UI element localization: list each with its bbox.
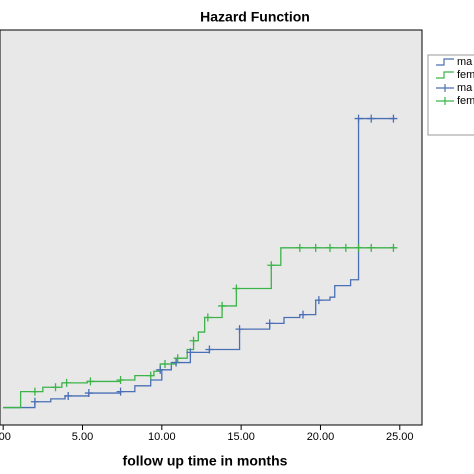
censor-mark bbox=[30, 397, 39, 406]
censor-mark bbox=[172, 358, 181, 367]
x-axis-title: follow up time in months bbox=[123, 453, 288, 469]
legend-label: ma bbox=[457, 82, 473, 94]
x-tick-label: 20.00 bbox=[307, 431, 335, 443]
legend-symbol bbox=[436, 97, 454, 105]
censor-mark bbox=[299, 310, 308, 319]
censor-mark bbox=[354, 243, 363, 252]
censor-mark bbox=[156, 365, 165, 374]
censor-mark bbox=[116, 387, 125, 396]
censor-mark bbox=[62, 378, 71, 387]
censor-mark bbox=[51, 383, 60, 392]
x-tick-label: 5.00 bbox=[72, 431, 93, 443]
censor-mark bbox=[116, 375, 125, 384]
censor-mark bbox=[325, 243, 334, 252]
censor-mark bbox=[218, 301, 227, 310]
censor-mark bbox=[354, 114, 363, 123]
plot-area bbox=[0, 29, 423, 426]
step-line bbox=[3, 117, 396, 409]
censor-mark bbox=[232, 284, 241, 293]
censor-mark bbox=[146, 371, 155, 380]
x-tick-label: .00 bbox=[0, 431, 11, 443]
x-tick-label: 15.00 bbox=[227, 431, 255, 443]
censor-mark bbox=[160, 360, 169, 369]
censor-mark bbox=[203, 313, 212, 322]
censor-mark bbox=[205, 345, 214, 354]
censor-mark bbox=[341, 243, 350, 252]
legend-label: fem bbox=[457, 95, 474, 107]
censor-mark bbox=[314, 296, 323, 305]
censor-mark bbox=[235, 325, 244, 334]
censor-mark bbox=[30, 387, 39, 396]
x-tick-label: 10.00 bbox=[148, 431, 176, 443]
censor-mark bbox=[265, 319, 274, 328]
censor-mark bbox=[267, 261, 276, 270]
censor-mark bbox=[189, 336, 198, 345]
censor-mark bbox=[295, 243, 304, 252]
legend-symbol bbox=[436, 84, 454, 92]
legend-label: fem bbox=[457, 69, 474, 81]
censor-mark bbox=[86, 377, 95, 386]
censor-mark bbox=[367, 243, 376, 252]
censor-mark bbox=[64, 391, 73, 400]
chart-title: Hazard Function bbox=[200, 9, 310, 25]
legend-symbol bbox=[436, 71, 454, 79]
censor-mark bbox=[84, 389, 93, 398]
legend-box bbox=[427, 54, 474, 136]
censor-mark bbox=[389, 114, 398, 123]
x-tick-label: 25.00 bbox=[386, 431, 414, 443]
legend-label: ma bbox=[457, 56, 473, 68]
censor-mark bbox=[311, 243, 320, 252]
censor-mark bbox=[389, 243, 398, 252]
legend-symbol bbox=[436, 58, 454, 66]
censor-mark bbox=[186, 348, 195, 357]
censor-mark bbox=[173, 354, 182, 363]
censor-mark bbox=[367, 114, 376, 123]
